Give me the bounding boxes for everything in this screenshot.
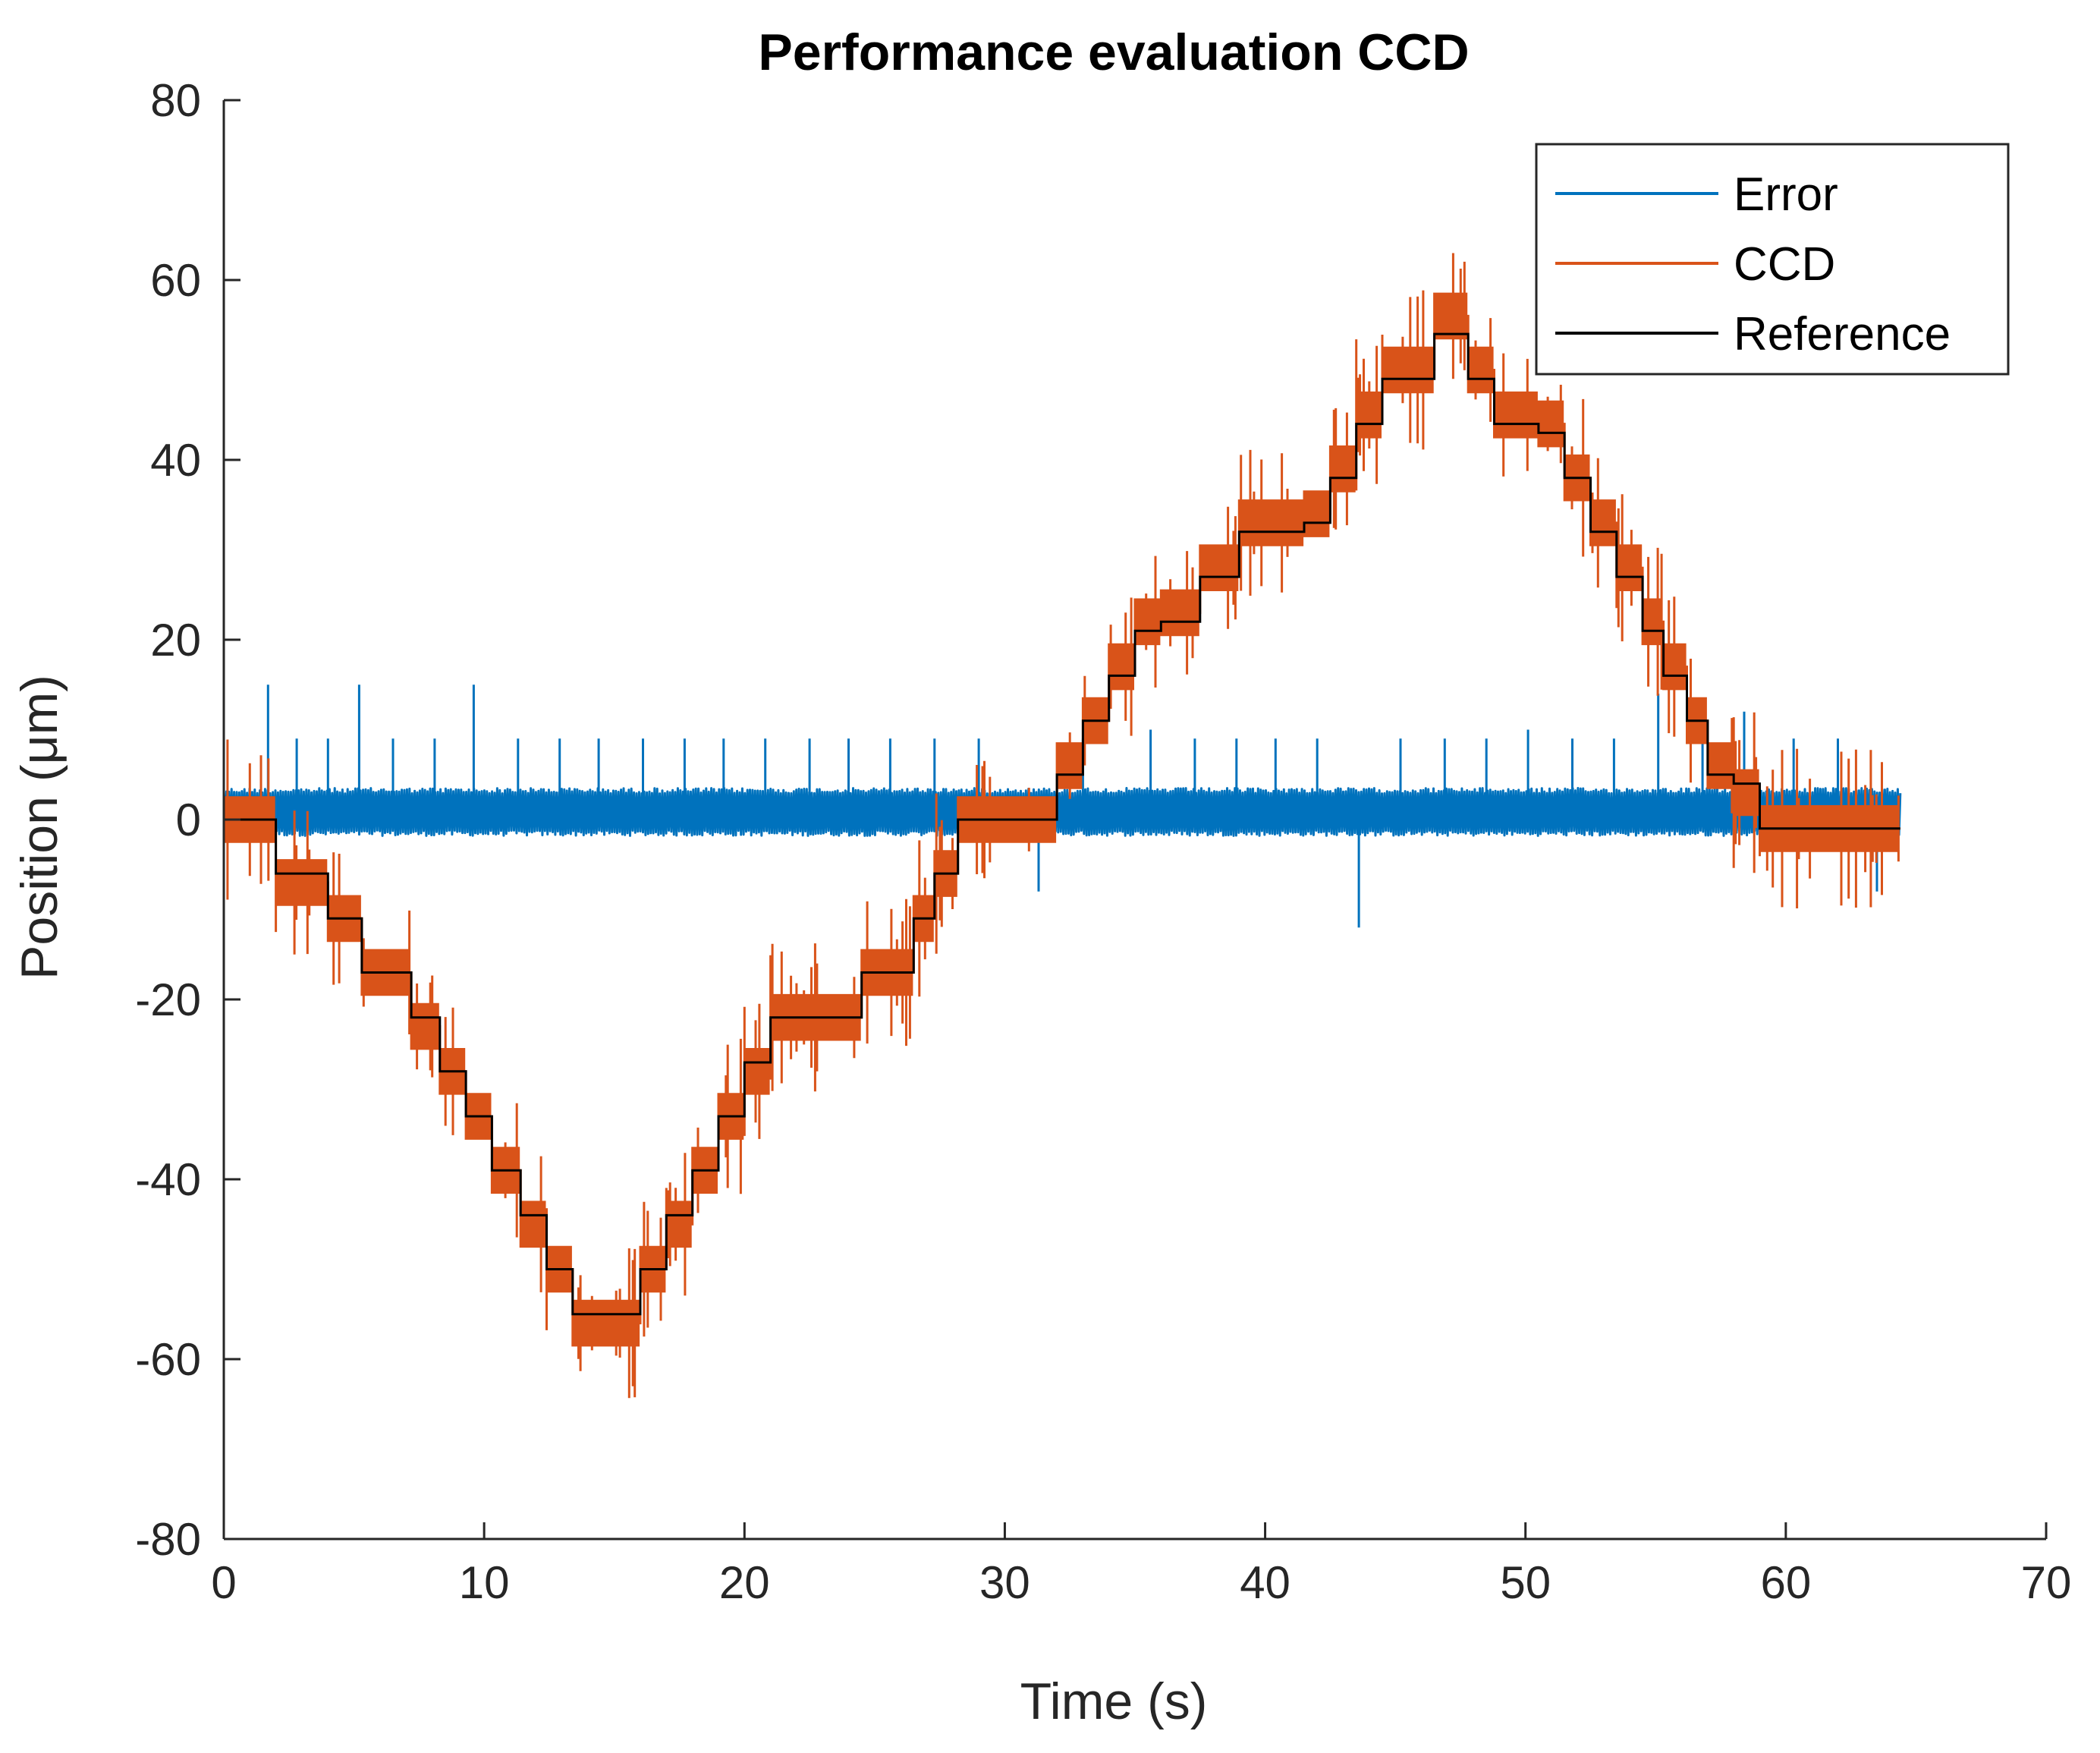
x-tick-label: 20 [719, 1557, 770, 1608]
x-tick-label: 30 [979, 1557, 1030, 1608]
y-tick-label: 60 [150, 255, 201, 306]
legend-box [1535, 143, 2010, 376]
chart-title: Performance evaluation CCD [758, 24, 1469, 81]
ticks: 0 10 20 30 40 50 60 70 80 60 40 20 0 -20 -40 -60 -80 [135, 75, 2071, 1608]
legend-label: CCD [1734, 238, 1835, 291]
x-tick-label: 40 [1240, 1557, 1290, 1608]
x-tick-label: 50 [1500, 1557, 1551, 1608]
y-tick-label: -60 [135, 1334, 201, 1385]
x-tick-label: 0 [211, 1557, 236, 1608]
series-reference-line [224, 332, 1900, 1316]
y-tick-label: 0 [176, 795, 201, 845]
x-axis-label: Time (s) [1020, 1673, 1208, 1730]
y-tick-label: -20 [135, 974, 201, 1025]
legend: Error CCD Reference [1535, 143, 2010, 376]
y-tick-label: 20 [150, 615, 201, 666]
y-tick-label: 80 [150, 75, 201, 126]
y-tick-label: 40 [150, 435, 201, 486]
series-error-line [222, 685, 1902, 928]
x-tick-label: 70 [2021, 1557, 2072, 1608]
x-tick-label: 10 [459, 1557, 510, 1608]
plot-area [222, 253, 1902, 1399]
x-tick-label: 60 [1760, 1557, 1811, 1608]
y-tick-label: -80 [135, 1514, 201, 1565]
y-tick-label: -40 [135, 1154, 201, 1205]
legend-label: Error [1734, 168, 1838, 221]
y-axis-label: Position (μm) [11, 675, 68, 980]
legend-label: Reference [1734, 308, 1951, 360]
